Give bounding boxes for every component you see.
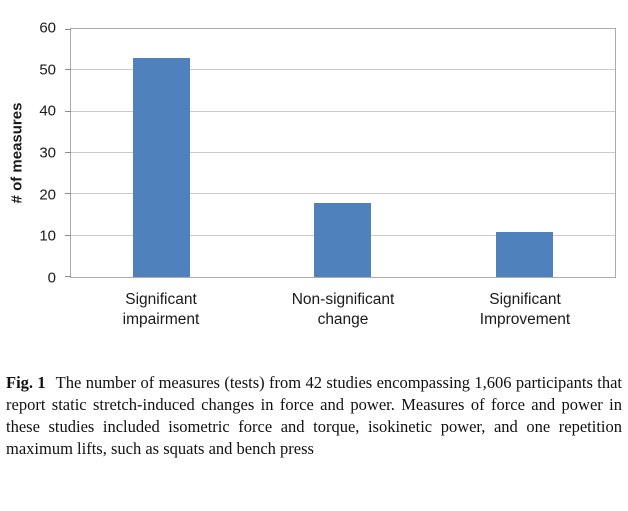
y-tick-label: 30 [39, 144, 56, 162]
x-axis-labels: Significant impairment Non-significant ch… [70, 290, 616, 330]
x-category-label: Non-significant change [291, 291, 395, 329]
x-category-label: Significant Improvement [479, 291, 571, 329]
y-axis-tickmark [65, 193, 71, 195]
gridline [71, 193, 615, 195]
y-tick-label: 50 [39, 61, 56, 79]
gridline [71, 110, 615, 112]
y-tick-label: 20 [39, 186, 56, 204]
y-tick-label: 60 [39, 19, 56, 37]
figure-caption-text: The number of measures (tests) from 42 s… [6, 373, 622, 458]
y-tick-label: 40 [39, 102, 56, 120]
bars-group [71, 29, 615, 277]
x-category-label: Significant impairment [122, 291, 200, 329]
y-axis-tickmark [65, 234, 71, 236]
figure-caption: Fig. 1 The number of measures (tests) fro… [6, 372, 622, 460]
bar-0 [133, 57, 191, 277]
y-axis-tickmark [65, 276, 71, 277]
gridline [71, 69, 615, 71]
bar-slot [434, 29, 615, 277]
plot-area [65, 28, 616, 278]
y-axis-tickmark [65, 69, 71, 71]
bar-2 [495, 231, 553, 277]
y-tick-label: 0 [47, 269, 56, 287]
y-axis-tick-labels: 0 10 20 30 40 50 60 [0, 20, 70, 287]
figure-caption-label: Fig. 1 [6, 373, 46, 392]
bar-slot [71, 29, 252, 277]
bar-1 [314, 202, 372, 277]
y-axis-tickmark [65, 29, 71, 30]
bar-chart: # of measures 0 10 20 30 40 50 60 Significant … [0, 20, 616, 330]
gridline [71, 152, 615, 153]
y-axis-tickmark [65, 152, 71, 153]
y-axis-tickmark [65, 110, 71, 112]
bar-slot [252, 29, 433, 277]
y-tick-label: 10 [39, 227, 56, 245]
